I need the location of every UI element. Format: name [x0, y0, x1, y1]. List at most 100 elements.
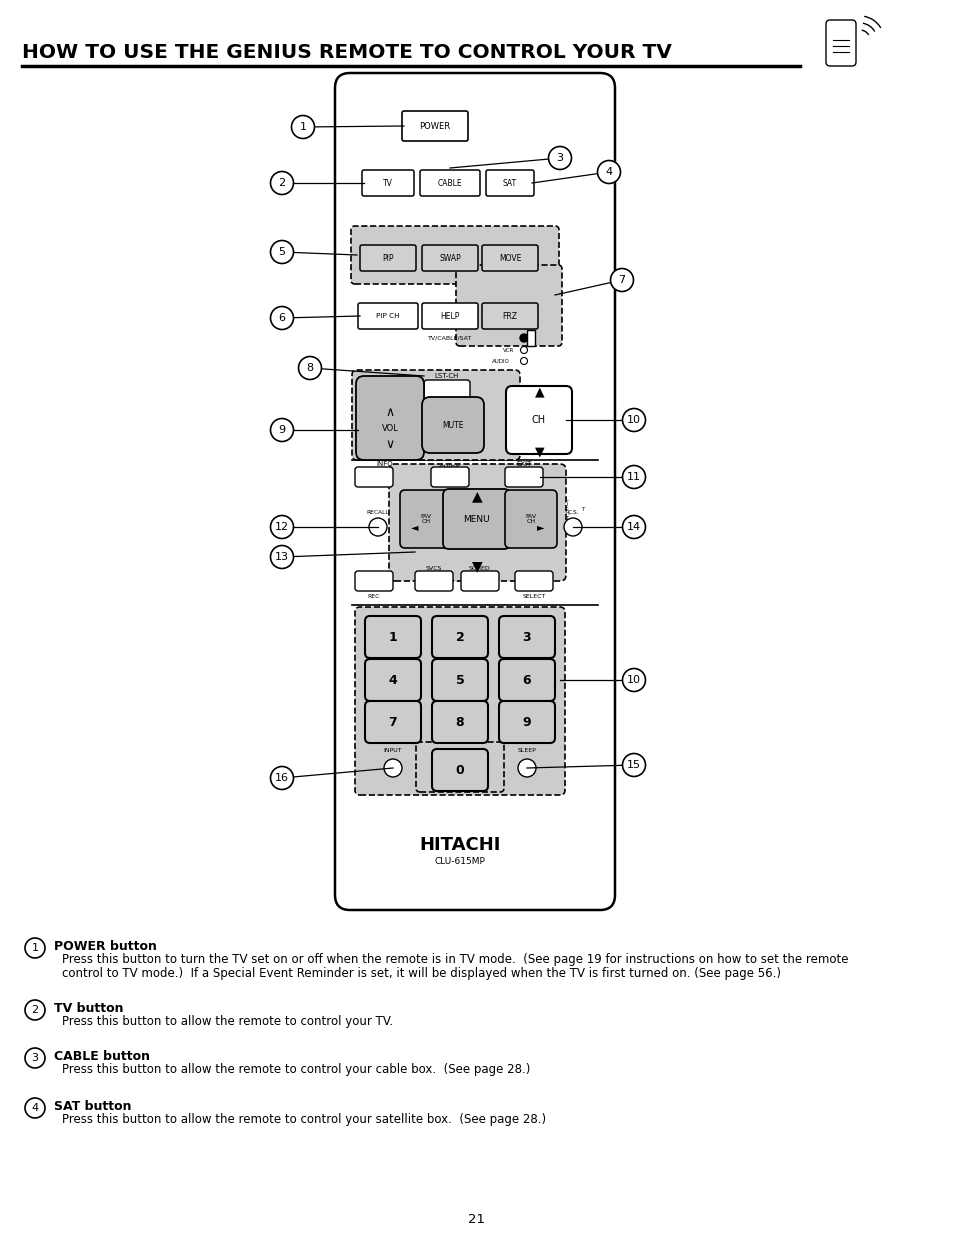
- Text: Press this button to turn the TV set on or off when the remote is in TV mode.  (: Press this button to turn the TV set on …: [62, 953, 847, 967]
- Text: VCR: VCR: [502, 347, 514, 352]
- Text: SVCS: SVCS: [425, 566, 442, 571]
- Text: ▼: ▼: [535, 446, 544, 458]
- FancyBboxPatch shape: [456, 266, 561, 346]
- Circle shape: [622, 409, 645, 431]
- Circle shape: [271, 172, 294, 194]
- FancyBboxPatch shape: [431, 467, 469, 487]
- Text: 10: 10: [626, 415, 640, 425]
- Text: 4: 4: [605, 167, 612, 177]
- Text: POWER: POWER: [419, 121, 450, 131]
- Text: MUTE: MUTE: [442, 420, 463, 430]
- Text: 11: 11: [626, 472, 640, 482]
- Text: HOW TO USE THE GENIUS REMOTE TO CONTROL YOUR TV: HOW TO USE THE GENIUS REMOTE TO CONTROL …: [22, 42, 671, 62]
- Text: 2: 2: [456, 631, 464, 643]
- Bar: [526, 330, 535, 346]
- FancyBboxPatch shape: [399, 490, 452, 548]
- Text: ◄: ◄: [411, 522, 418, 532]
- Text: control to TV mode.)  If a Special Event Reminder is set, it will be displayed w: control to TV mode.) If a Special Event …: [62, 967, 781, 979]
- Text: 7: 7: [618, 275, 625, 285]
- Text: FAV
CH: FAV CH: [420, 514, 431, 525]
- FancyBboxPatch shape: [416, 742, 503, 792]
- Text: ▼: ▼: [471, 559, 482, 573]
- Text: 9: 9: [522, 715, 531, 729]
- Text: 5: 5: [278, 247, 285, 257]
- Text: ∧: ∧: [385, 405, 395, 419]
- Text: ∨: ∨: [385, 437, 395, 451]
- FancyBboxPatch shape: [442, 489, 510, 550]
- Text: 16: 16: [274, 773, 289, 783]
- FancyBboxPatch shape: [355, 571, 393, 592]
- Text: TV button: TV button: [54, 1002, 123, 1014]
- Circle shape: [520, 347, 527, 353]
- Circle shape: [25, 1098, 45, 1118]
- Text: SLEEP: SLEEP: [517, 747, 536, 752]
- Text: SAT: SAT: [502, 179, 517, 188]
- Text: MOVE: MOVE: [498, 253, 520, 263]
- Text: ▲: ▲: [535, 385, 544, 399]
- Text: POWER button: POWER button: [54, 940, 156, 952]
- Text: PIP CH: PIP CH: [375, 312, 399, 319]
- Text: 8: 8: [456, 715, 464, 729]
- Text: 0: 0: [456, 763, 464, 777]
- FancyBboxPatch shape: [481, 303, 537, 329]
- Text: FAV
CH: FAV CH: [525, 514, 536, 525]
- FancyBboxPatch shape: [419, 170, 479, 196]
- Text: INFO: INFO: [376, 461, 393, 467]
- Circle shape: [292, 116, 314, 138]
- Text: 5: 5: [456, 673, 464, 687]
- Text: TV/CABLE/SAT: TV/CABLE/SAT: [428, 336, 472, 341]
- FancyBboxPatch shape: [365, 659, 420, 701]
- Text: L
I
G
H
T: L I G H T: [564, 498, 568, 521]
- Text: 3: 3: [31, 1053, 38, 1063]
- FancyBboxPatch shape: [415, 571, 453, 592]
- FancyBboxPatch shape: [825, 20, 855, 65]
- Text: C.S.: C.S.: [567, 510, 578, 515]
- FancyBboxPatch shape: [359, 245, 416, 270]
- Text: 2: 2: [278, 178, 285, 188]
- Text: CABLE: CABLE: [437, 179, 462, 188]
- Text: ▲: ▲: [471, 489, 482, 503]
- FancyBboxPatch shape: [498, 616, 555, 658]
- Text: SWAP: SWAP: [438, 253, 460, 263]
- Text: 15: 15: [626, 760, 640, 769]
- Circle shape: [563, 517, 581, 536]
- Circle shape: [548, 147, 571, 169]
- Text: AUDIO: AUDIO: [492, 358, 510, 363]
- Circle shape: [271, 515, 294, 538]
- Text: Press this button to allow the remote to control your cable box.  (See page 28.): Press this button to allow the remote to…: [62, 1063, 530, 1077]
- FancyBboxPatch shape: [355, 606, 564, 795]
- Circle shape: [517, 760, 536, 777]
- Text: VOL: VOL: [381, 424, 398, 432]
- Circle shape: [622, 515, 645, 538]
- FancyBboxPatch shape: [504, 490, 557, 548]
- Circle shape: [271, 546, 294, 568]
- FancyBboxPatch shape: [352, 370, 519, 459]
- FancyBboxPatch shape: [498, 659, 555, 701]
- Text: HITACHI: HITACHI: [419, 836, 500, 853]
- FancyBboxPatch shape: [351, 226, 558, 284]
- FancyBboxPatch shape: [421, 245, 477, 270]
- Text: CABLE button: CABLE button: [54, 1050, 150, 1062]
- FancyBboxPatch shape: [361, 170, 414, 196]
- Text: SAT button: SAT button: [54, 1099, 132, 1113]
- Text: 1: 1: [31, 944, 38, 953]
- Circle shape: [271, 419, 294, 441]
- Text: MENU: MENU: [462, 515, 489, 524]
- Text: INPUT: INPUT: [383, 747, 402, 752]
- Text: 14: 14: [626, 522, 640, 532]
- Text: PIP: PIP: [382, 253, 394, 263]
- Text: 6: 6: [278, 312, 285, 324]
- FancyBboxPatch shape: [504, 467, 542, 487]
- Text: 1: 1: [299, 122, 306, 132]
- Circle shape: [271, 767, 294, 789]
- Text: LST-CH: LST-CH: [435, 373, 458, 379]
- Text: 4: 4: [388, 673, 397, 687]
- Text: 12: 12: [274, 522, 289, 532]
- Text: 1: 1: [388, 631, 397, 643]
- Circle shape: [271, 241, 294, 263]
- Text: CH: CH: [532, 415, 545, 425]
- Text: REC: REC: [367, 594, 380, 599]
- Text: 13: 13: [274, 552, 289, 562]
- FancyBboxPatch shape: [505, 387, 572, 454]
- Circle shape: [298, 357, 321, 379]
